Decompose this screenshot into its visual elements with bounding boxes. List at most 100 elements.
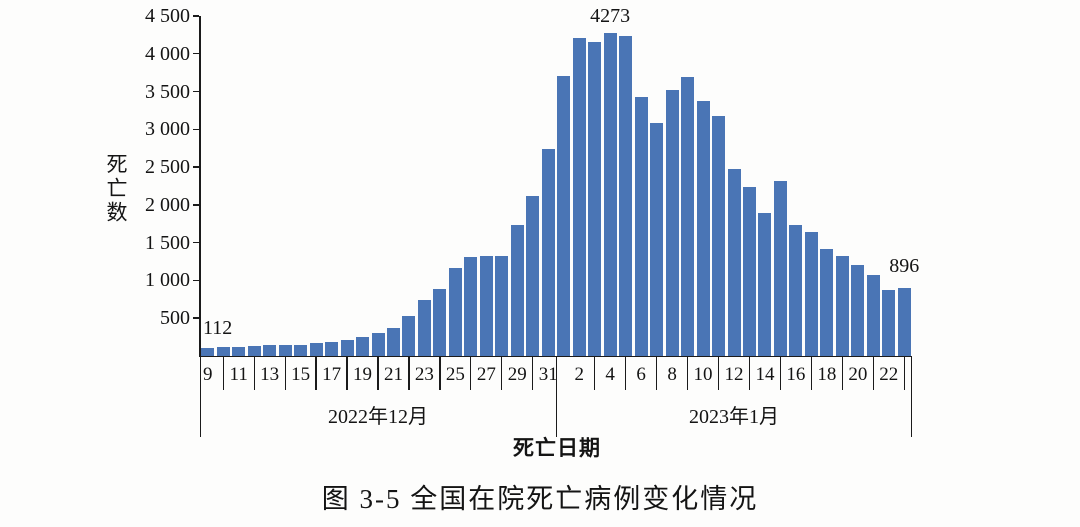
bar-01-11 — [712, 116, 726, 356]
x-tick-label: 17 — [322, 364, 342, 385]
x-tick-label: 18 — [817, 364, 837, 385]
x-tick-label: 29 — [507, 364, 527, 385]
bar-01-08 — [665, 90, 679, 356]
y-tick-label: 1 500 — [145, 231, 190, 254]
x-tick-mark — [748, 356, 751, 390]
month-divider-middle — [556, 356, 558, 437]
bar-12-09 — [201, 347, 215, 356]
annotation-peak-bar-value: 4273 — [590, 5, 631, 27]
bar-01-07 — [650, 123, 664, 356]
y-tick-mark — [193, 90, 199, 93]
y-axis-title: 死亡数 — [104, 153, 128, 225]
x-tick-mark — [470, 356, 472, 390]
x-tick-mark — [501, 356, 503, 390]
bar-01-06 — [634, 96, 648, 356]
x-tick-label: 25 — [445, 364, 465, 385]
x-tick-label: 27 — [476, 364, 496, 385]
x-tick-label: 12 — [724, 364, 744, 385]
bar-12-14 — [278, 345, 292, 356]
x-tick-mark — [686, 356, 689, 390]
y-tick-label: 500 — [160, 307, 190, 330]
bar-01-18 — [820, 248, 834, 356]
bar-12-22 — [402, 315, 416, 356]
bar-01-15 — [773, 181, 787, 356]
bar-01-09 — [681, 77, 695, 356]
x-tick-mark — [903, 356, 905, 390]
x-tick-label: 21 — [383, 364, 403, 385]
bar-12-12 — [247, 345, 261, 356]
x-tick-label: 2 — [574, 364, 584, 385]
x-tick-mark — [315, 356, 317, 390]
bar-12-23 — [417, 300, 431, 356]
bar-01-05 — [619, 35, 633, 356]
bar-12-31 — [541, 149, 555, 356]
x-tick-label: 14 — [755, 364, 775, 385]
x-tick-label: 15 — [291, 364, 311, 385]
bar-01-10 — [696, 101, 710, 356]
bar-12-19 — [356, 337, 370, 356]
x-tick-mark — [377, 356, 379, 390]
month-divider-left — [199, 356, 201, 437]
y-tick-label: 4 000 — [145, 42, 190, 65]
figure-caption: 图 3-5 全国在院死亡病例变化情况 — [321, 484, 759, 514]
bar-01-14 — [758, 213, 772, 356]
bar-12-26 — [464, 257, 478, 356]
x-tick-mark — [346, 356, 348, 390]
x-axis-line — [199, 355, 912, 358]
x-tick-label: 16 — [786, 364, 806, 385]
y-tick-mark — [193, 317, 199, 319]
x-tick-mark — [779, 356, 782, 390]
x-tick-mark — [810, 356, 812, 390]
bar-12-30 — [526, 196, 540, 356]
x-tick-mark — [594, 356, 596, 390]
bar-01-20 — [851, 264, 865, 356]
bar-12-28 — [495, 256, 509, 356]
y-tick-mark — [193, 166, 199, 168]
x-tick-label: 22 — [879, 364, 899, 385]
y-tick-mark — [193, 15, 199, 17]
y-tick-label: 2 500 — [145, 156, 190, 179]
x-tick-mark — [841, 356, 843, 390]
month-label-december: 2022年12月 — [328, 406, 428, 428]
bar-12-20 — [371, 333, 385, 356]
y-tick-label: 4 500 — [145, 5, 190, 27]
bar-01-03 — [588, 42, 602, 356]
x-tick-label: 20 — [848, 364, 868, 385]
y-axis-line — [199, 16, 201, 357]
x-tick-label: 13 — [260, 364, 280, 385]
bar-12-21 — [386, 328, 400, 356]
x-tick-label: 4 — [605, 364, 615, 385]
bar-12-11 — [232, 346, 246, 356]
x-tick-label: 31 — [538, 364, 558, 385]
y-tick-label: 1 000 — [145, 269, 190, 292]
x-tick-mark — [253, 356, 255, 390]
y-tick-label: 3 000 — [145, 118, 190, 141]
x-axis-title: 死亡日期 — [513, 436, 601, 460]
x-tick-mark — [532, 356, 534, 390]
x-tick-label: 10 — [693, 364, 713, 385]
y-tick-mark — [193, 52, 199, 55]
x-tick-mark — [284, 356, 286, 390]
month-label-january: 2023年1月 — [689, 406, 779, 428]
y-tick-mark — [193, 128, 199, 131]
x-tick-mark — [717, 356, 720, 390]
y-tick-mark — [193, 279, 199, 282]
y-tick-mark — [193, 204, 199, 206]
bar-12-13 — [263, 345, 277, 356]
bar-01-02 — [572, 37, 586, 356]
x-tick-mark — [625, 356, 627, 390]
bar-12-25 — [448, 268, 462, 356]
bar-12-10 — [216, 346, 230, 356]
bar-12-24 — [433, 288, 447, 356]
bar-01-17 — [804, 232, 818, 356]
bar-12-16 — [309, 343, 323, 356]
x-tick-mark — [222, 356, 224, 390]
x-tick-label: 8 — [667, 364, 677, 385]
x-tick-mark — [408, 356, 410, 390]
x-tick-mark — [656, 356, 658, 390]
x-tick-label: 23 — [414, 364, 434, 385]
bar-01-19 — [835, 255, 849, 356]
month-divider-right — [910, 356, 912, 437]
x-tick-label: 11 — [229, 364, 248, 385]
bar-01-16 — [789, 225, 803, 356]
